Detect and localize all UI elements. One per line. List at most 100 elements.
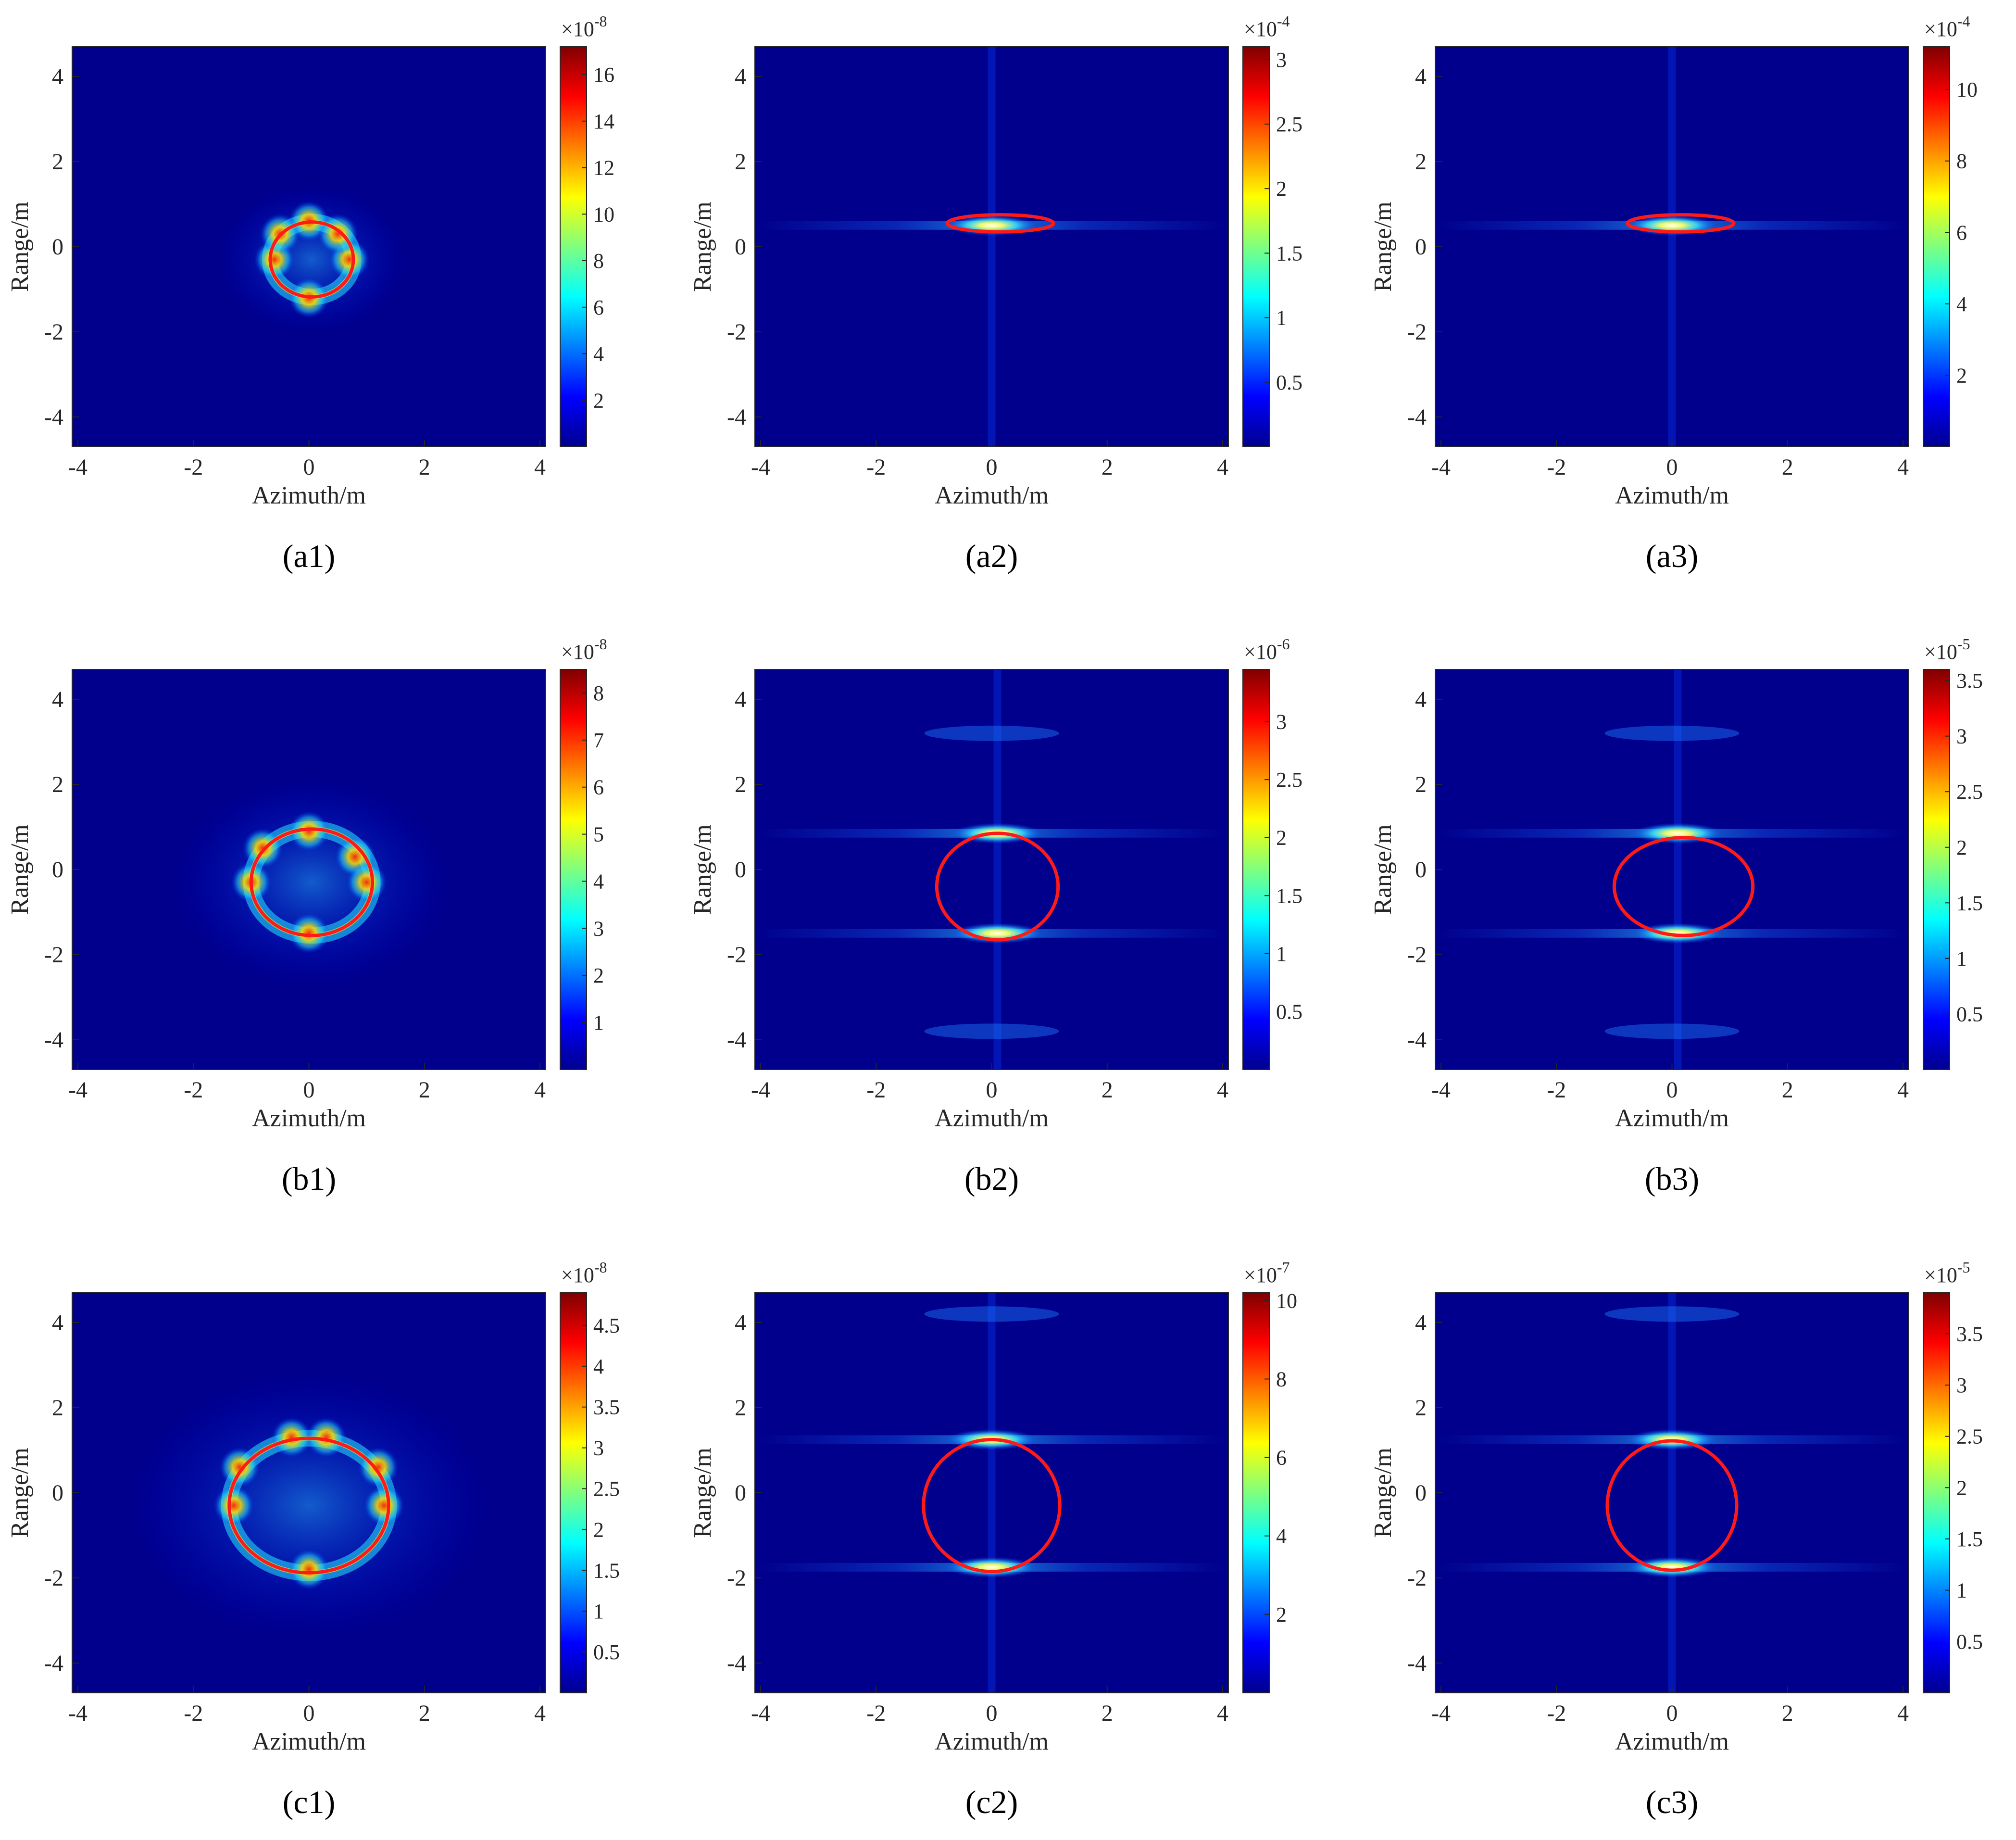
y-tick-label: -2 — [44, 942, 63, 968]
colorbar-tick-label: 3.5 — [593, 1396, 620, 1419]
colorbar-tick-label: 4 — [593, 342, 604, 366]
panel-a2: -4 -2 0 2 4 -4 -2 0 2 4 Azimuth/m Range/m 0.5 1 1.5 2 2.… — [689, 13, 1302, 574]
sidelobe-vertical — [993, 669, 1002, 1070]
colorbar-tick-label: 8 — [1956, 150, 1967, 173]
colorbar-exponent: ×10-8 — [561, 13, 607, 41]
colorbar-tick-label: 7 — [593, 729, 604, 752]
x-tick-label: -4 — [68, 1077, 88, 1103]
y-axis-label: Range/m — [6, 202, 34, 292]
x-tick-label: -4 — [751, 1701, 770, 1726]
reference-ellipse — [268, 220, 355, 299]
colorbar-tick-label: 8 — [1276, 1367, 1287, 1391]
x-tick-label: -4 — [68, 1701, 88, 1726]
x-tick-label: 4 — [534, 1077, 546, 1103]
x-tick-label: 0 — [1666, 1701, 1678, 1726]
colorbar-tick-label: 2 — [1276, 826, 1287, 850]
hotspot — [306, 1417, 347, 1458]
x-tick-label: 4 — [1897, 454, 1909, 480]
y-tick-label: 4 — [1415, 1310, 1427, 1336]
x-tick-label: 2 — [419, 1701, 430, 1726]
panel-caption: (b3) — [1645, 1160, 1699, 1197]
colorbar-tick-label: 16 — [593, 63, 614, 87]
heatmap-background — [1435, 1293, 1909, 1693]
x-tick-label: 0 — [303, 1701, 315, 1726]
colorbar-tick-label: 2 — [1956, 836, 1967, 859]
y-tick-label: 2 — [52, 1395, 63, 1421]
y-tick-label: 2 — [52, 149, 63, 175]
hotspot — [952, 922, 1043, 944]
x-axis-label: Azimuth/m — [252, 482, 366, 509]
colorbar-tick-label: 1 — [1276, 306, 1287, 330]
hotspot — [288, 811, 329, 852]
y-tick-label: 4 — [52, 64, 63, 89]
x-tick-label: 4 — [534, 1701, 546, 1726]
y-tick-label: -2 — [727, 942, 746, 968]
y-tick-label: 0 — [52, 1480, 63, 1506]
hotspot — [288, 1549, 329, 1590]
y-tick-label: 2 — [52, 772, 63, 797]
colorbar-tick-label: 2.5 — [593, 1477, 620, 1501]
colorbar-tick-label: 1.5 — [1276, 884, 1302, 907]
colorbar — [560, 46, 587, 447]
colorbar-tick-label: 6 — [593, 776, 604, 799]
panel-caption: (c1) — [283, 1784, 335, 1820]
colorbar-tick-label: 1.5 — [593, 1559, 620, 1582]
colorbar-tick-label: 1 — [1956, 947, 1967, 970]
y-axis-label: Range/m — [6, 824, 34, 915]
colorbar-tick-label: 1.5 — [1956, 1527, 1983, 1551]
colorbar — [1242, 669, 1270, 1070]
y-axis-label: Range/m — [1369, 202, 1397, 292]
sidelobe-vertical — [988, 1293, 996, 1693]
x-tick-label: -2 — [866, 1077, 886, 1103]
colorbar-tick-label: 12 — [593, 156, 614, 180]
y-tick-label: -4 — [44, 1027, 63, 1053]
y-tick-label: -4 — [727, 404, 746, 430]
colorbar-tick-label: 2.5 — [1956, 1425, 1983, 1449]
y-tick-label: -2 — [1407, 319, 1427, 345]
colorbar-tick-label: 0.5 — [1956, 1002, 1983, 1026]
reference-ellipse — [922, 1437, 1062, 1574]
x-axis-label: Azimuth/m — [935, 482, 1049, 509]
colorbar-tick-label: 6 — [1276, 1446, 1287, 1470]
colorbar-tick-label: 1 — [1276, 942, 1287, 966]
colorbar — [1923, 1292, 1950, 1693]
panel-c2: -4 -2 0 2 4 -4 -2 0 2 4 Azimuth/m Range/m 2 4 6 8 10×10-… — [689, 1259, 1297, 1820]
x-axis-label: Azimuth/m — [1615, 1105, 1729, 1132]
y-tick-label: 2 — [1415, 772, 1427, 797]
x-axis-label: Azimuth/m — [1615, 1728, 1729, 1755]
y-axis-label: Range/m — [6, 1448, 34, 1538]
colorbar-tick-label: 8 — [593, 681, 604, 705]
y-tick-label: 2 — [735, 772, 746, 797]
x-tick-label: -2 — [866, 1701, 886, 1726]
y-axis-label: Range/m — [689, 202, 716, 292]
panel-caption: (b1) — [282, 1160, 336, 1197]
heatmap-background — [755, 1293, 1228, 1693]
panel-caption: (a2) — [965, 538, 1018, 574]
colorbar-tick-label: 4 — [1276, 1525, 1287, 1548]
x-tick-label: -2 — [184, 1077, 203, 1103]
hotspot — [1632, 922, 1724, 944]
heatmap-content — [172, 776, 451, 989]
colorbar-tick-label: 3 — [593, 917, 604, 940]
colorbar-tick-label: 2 — [1956, 364, 1967, 387]
x-tick-label: -4 — [1431, 1077, 1451, 1103]
colorbar-tick-label: 4 — [593, 1355, 604, 1378]
reference-ellipse — [945, 213, 1055, 234]
panel-c3: -4 -2 0 2 4 -4 -2 0 2 4 Azimuth/m Range/m 0.5 1 1.5 2 2.… — [1369, 1259, 1983, 1820]
heatmap-background — [1435, 47, 1909, 447]
colorbar-tick-label: 10 — [1276, 1289, 1297, 1312]
y-tick-label: 0 — [52, 234, 63, 260]
colorbar-exponent: ×10-8 — [561, 1259, 607, 1287]
y-tick-label: -4 — [727, 1651, 746, 1676]
colorbar-tick-label: 3.5 — [1956, 1322, 1983, 1346]
colorbar-exponent: ×10-4 — [1924, 13, 1970, 41]
x-tick-label: 4 — [1217, 454, 1228, 480]
colorbar-tick-label: 4 — [1956, 292, 1967, 316]
colorbar-tick-label: 1 — [593, 1600, 604, 1623]
y-tick-label: 2 — [735, 1395, 746, 1421]
colorbar-tick-label: 10 — [1956, 78, 1978, 101]
y-tick-label: -4 — [1407, 1027, 1427, 1053]
colorbar — [1242, 1292, 1270, 1693]
hotspot — [219, 1447, 260, 1487]
colorbar-exponent: ×10-5 — [1924, 1259, 1970, 1287]
